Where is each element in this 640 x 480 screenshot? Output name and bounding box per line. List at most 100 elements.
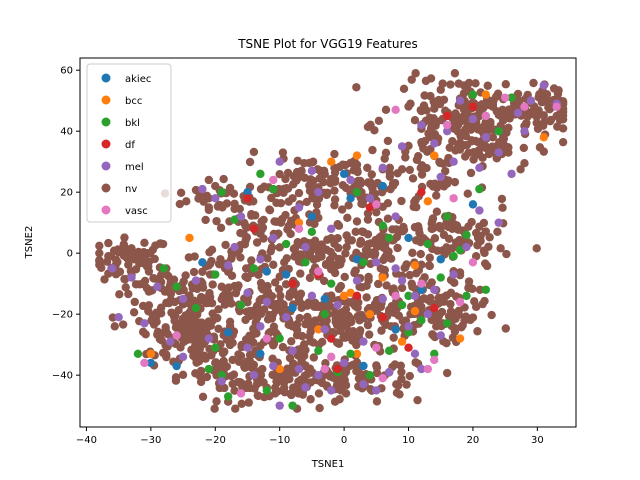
point-mel — [442, 126, 452, 136]
point-bcc — [423, 197, 433, 206]
point-nv — [289, 285, 298, 294]
point-bkl — [507, 93, 516, 102]
point-nv — [314, 213, 323, 222]
point-vasc — [449, 194, 458, 203]
point-mel — [256, 255, 265, 264]
point-nv — [214, 324, 223, 333]
point-nv — [529, 78, 538, 88]
point-nv — [502, 249, 511, 259]
point-vasc — [320, 364, 329, 374]
point-nv — [352, 160, 362, 169]
point-mel — [423, 309, 433, 319]
point-bkl — [494, 126, 503, 136]
point-mel — [198, 184, 207, 194]
point-mel — [114, 313, 123, 322]
point-akiec — [307, 212, 317, 221]
point-vasc — [552, 102, 561, 111]
point-df — [327, 334, 336, 343]
point-nv — [210, 404, 219, 413]
point-nv — [185, 318, 195, 327]
point-nv — [149, 320, 159, 329]
point-nv — [382, 281, 391, 290]
point-nv — [411, 69, 420, 78]
point-nv — [240, 362, 249, 371]
point-nv — [231, 288, 241, 298]
point-bkl — [256, 169, 265, 179]
point-nv — [455, 268, 465, 277]
point-nv — [227, 299, 236, 308]
point-nv — [363, 163, 372, 172]
point-bcc — [410, 261, 420, 270]
point-nv — [448, 333, 458, 342]
point-nv — [445, 143, 454, 152]
point-nv — [454, 310, 463, 319]
point-nv — [330, 186, 339, 195]
point-nv — [384, 307, 394, 317]
x-axis: −40 −30 −20 −10 0 10 20 30 — [76, 427, 544, 446]
point-nv — [405, 371, 415, 381]
point-bkl — [223, 392, 233, 401]
point-mel — [204, 334, 214, 343]
point-nv — [464, 78, 474, 88]
point-mel — [230, 242, 239, 252]
point-nv — [243, 298, 252, 307]
point-akiec — [352, 255, 362, 264]
point-nv — [242, 233, 252, 242]
point-nv — [408, 248, 417, 258]
point-nv — [288, 322, 297, 331]
point-mel — [520, 126, 529, 136]
point-nv — [408, 174, 418, 183]
point-nv — [537, 98, 547, 107]
point-mel — [191, 276, 201, 285]
point-nv — [156, 309, 166, 318]
point-bcc — [275, 364, 284, 374]
point-nv — [129, 308, 139, 317]
point-nv — [395, 390, 404, 399]
point-bkl — [281, 239, 291, 249]
point-bcc — [455, 334, 465, 343]
point-nv — [115, 290, 124, 299]
point-nv — [306, 327, 315, 337]
point-nv — [150, 254, 159, 264]
point-nv — [397, 196, 406, 206]
point-nv — [270, 278, 280, 287]
point-nv — [249, 338, 258, 347]
point-nv — [100, 275, 109, 284]
point-mel — [436, 172, 445, 182]
point-nv — [171, 376, 181, 385]
point-nv — [234, 350, 243, 359]
point-akiec — [320, 294, 329, 304]
point-mel — [307, 291, 317, 301]
point-nv — [203, 298, 213, 308]
point-nv — [501, 125, 510, 134]
point-nv — [446, 299, 455, 309]
point-nv — [143, 248, 152, 258]
point-mel — [481, 133, 491, 142]
point-nv — [332, 320, 342, 330]
point-mel — [256, 322, 265, 331]
point-mel — [526, 96, 536, 105]
point-nv — [130, 297, 139, 307]
point-bkl — [346, 349, 355, 359]
point-nv — [401, 153, 410, 162]
point-bkl — [442, 212, 452, 221]
point-nv — [320, 245, 329, 254]
point-nv — [301, 345, 310, 355]
point-nv — [256, 309, 266, 319]
point-nv — [306, 395, 315, 404]
point-nv — [343, 213, 352, 222]
point-nv — [344, 201, 353, 210]
point-df — [417, 187, 426, 197]
point-nv — [292, 167, 302, 177]
point-nv — [247, 363, 256, 372]
point-nv — [97, 263, 106, 273]
point-nv — [351, 227, 360, 237]
point-akiec — [359, 361, 368, 371]
point-nv — [216, 223, 226, 233]
point-nv — [372, 397, 382, 406]
point-nv — [230, 386, 239, 395]
point-bkl — [236, 300, 246, 310]
point-mel — [475, 206, 484, 215]
point-nv — [201, 215, 210, 225]
x-tick-label: 20 — [467, 435, 480, 446]
